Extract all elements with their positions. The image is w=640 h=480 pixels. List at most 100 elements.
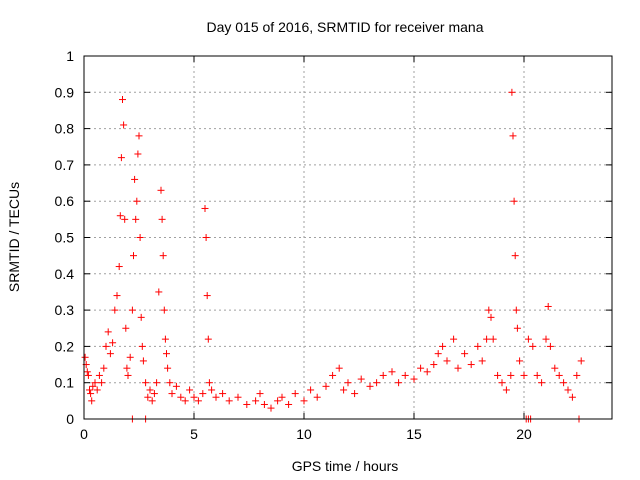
data-point	[551, 364, 559, 372]
data-point	[116, 212, 124, 220]
y-tick-label: 0.1	[55, 375, 75, 391]
data-point	[106, 350, 114, 358]
data-point	[111, 306, 119, 314]
data-point	[104, 328, 112, 336]
y-tick-label: 0	[66, 411, 74, 427]
data-point	[434, 350, 442, 358]
y-tick-label: 0.2	[55, 338, 75, 354]
data-point	[260, 400, 268, 408]
chart-title: Day 015 of 2016, SRMTID for receiver man…	[206, 19, 483, 35]
y-tick-label: 0.4	[55, 266, 75, 282]
data-point	[524, 335, 532, 343]
y-axis-label: SRMTID / TECUs	[6, 182, 22, 292]
data-point	[439, 342, 447, 350]
data-point	[202, 234, 210, 241]
data-point	[166, 379, 174, 387]
data-point	[379, 371, 387, 379]
gridlines	[84, 56, 612, 419]
data-point	[142, 379, 150, 387]
data-point	[124, 371, 132, 379]
data-point	[513, 324, 521, 332]
data-point	[138, 342, 146, 350]
data-point	[203, 292, 211, 300]
data-point	[205, 379, 213, 387]
data-point	[485, 306, 493, 314]
y-tick-label: 0.3	[55, 302, 75, 318]
data-point	[186, 386, 194, 394]
data-point	[109, 339, 117, 347]
data-point	[132, 215, 140, 223]
data-point	[252, 397, 260, 405]
data-point	[395, 379, 403, 387]
data-point	[168, 390, 176, 398]
x-axis-label: GPS time / hours	[292, 458, 399, 474]
data-point	[115, 263, 123, 271]
data-point	[120, 121, 128, 129]
data-point	[225, 397, 233, 405]
x-tick-label: 15	[406, 426, 422, 442]
data-point	[139, 357, 147, 365]
y-tick-labels: 0 0.1 0.2 0.3 0.4 0.5 0.6 0.7 0.8 0.9 1	[55, 48, 75, 427]
data-point	[568, 393, 576, 401]
data-point	[366, 382, 374, 390]
data-point	[307, 386, 315, 394]
data-point	[117, 154, 125, 162]
data-point	[511, 252, 519, 260]
data-point	[128, 306, 136, 314]
data-point	[150, 390, 158, 398]
data-point	[155, 288, 163, 296]
data-point	[329, 371, 337, 379]
data-point	[430, 361, 438, 369]
data-point	[560, 379, 568, 387]
data-point	[489, 335, 497, 343]
data-point	[516, 357, 524, 365]
data-point	[148, 397, 156, 405]
data-point	[454, 364, 462, 372]
y-tick-label: 0.6	[55, 193, 75, 209]
data-point	[153, 379, 161, 387]
data-point	[474, 342, 482, 350]
data-point	[126, 353, 134, 361]
data-point	[573, 371, 581, 379]
data-point	[335, 364, 343, 372]
data-point	[208, 386, 216, 394]
data-point	[508, 88, 516, 96]
data-point	[285, 400, 293, 408]
data-point	[130, 252, 137, 260]
data-point	[509, 132, 517, 140]
data-point	[83, 368, 91, 376]
data-point	[91, 379, 99, 387]
data-point	[181, 397, 189, 405]
data-point	[137, 313, 145, 321]
data-point	[542, 335, 550, 343]
data-point	[163, 350, 170, 358]
data-point	[274, 397, 282, 405]
y-tick-label: 0.9	[55, 84, 75, 100]
data-point	[291, 390, 299, 398]
data-point	[461, 350, 469, 358]
data-point	[243, 400, 251, 408]
data-point	[136, 234, 144, 241]
data-point	[204, 335, 212, 343]
data-point	[322, 382, 330, 390]
data-point	[512, 306, 520, 314]
data-point	[158, 215, 166, 223]
data-point	[172, 382, 180, 390]
data-point	[401, 371, 409, 379]
data-point	[478, 357, 486, 365]
axis-ticks	[83, 55, 612, 420]
data-point	[344, 379, 352, 387]
data-point	[131, 175, 139, 183]
data-point	[88, 397, 96, 405]
data-point	[443, 357, 451, 365]
data-point	[93, 386, 101, 394]
data-point	[502, 386, 510, 394]
data-point	[538, 379, 546, 387]
data-point	[423, 368, 431, 376]
data-point	[123, 364, 131, 372]
data-point	[194, 397, 202, 405]
data-point	[164, 364, 172, 372]
data-point	[564, 386, 572, 394]
